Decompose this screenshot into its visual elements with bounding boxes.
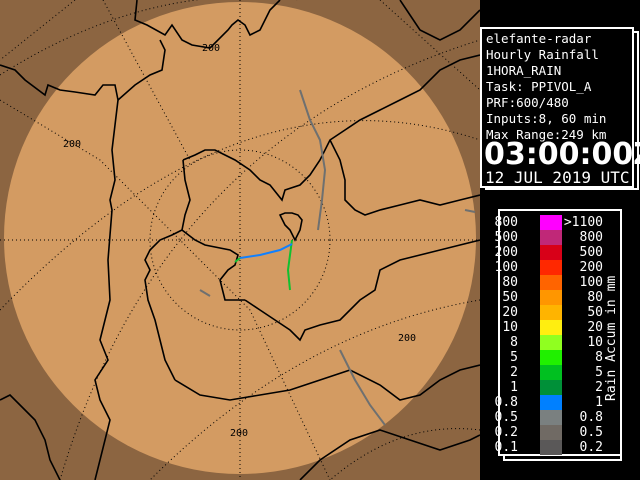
legend-high-value: 500	[579, 245, 603, 260]
legend-row: 500 800	[495, 230, 604, 245]
inputs-value: Inputs:8, 60 min	[486, 111, 607, 126]
legend-high-value: 800	[579, 230, 603, 245]
legend-row: 8 10	[500, 335, 604, 350]
product-name: Hourly Rainfall	[486, 47, 599, 62]
legend-row: 50 80	[500, 290, 604, 305]
legend-high-value: 5	[595, 365, 603, 380]
echo-streak	[199, 289, 211, 297]
echo-streak	[299, 89, 327, 231]
legend-high-value: 2	[595, 380, 603, 395]
legend-low-value: 8	[510, 335, 518, 350]
radar-map[interactable]: 200 200 200 200	[0, 0, 480, 480]
range-label: 200	[202, 43, 220, 54]
legend-high-value: 0.8	[579, 410, 603, 425]
echo-streak	[239, 243, 293, 259]
legend-high-value: 0.2	[579, 440, 603, 455]
range-ring	[149, 149, 331, 331]
legend-row: 0.5 0.8	[495, 410, 604, 425]
legend-high-value: 8	[595, 350, 603, 365]
legend-low-value: 80	[502, 275, 518, 290]
legend-high-value: 0.5	[579, 425, 603, 440]
echo-streak	[339, 349, 386, 426]
legend-low-value: 5	[510, 350, 518, 365]
echo-streak	[464, 209, 476, 213]
legend-low-value: 2	[510, 365, 518, 380]
legend-high-value: 1	[595, 395, 603, 410]
legend-swatch	[540, 410, 562, 425]
task-name: Task: PPIVOL_A	[486, 79, 592, 94]
legend-high-value: 80	[587, 290, 603, 305]
product-id: 1HORA_RAIN	[486, 63, 562, 78]
legend-low-value: 0.1	[494, 440, 518, 455]
legend-high-value: 20	[587, 320, 603, 335]
radar-coverage-circle	[4, 2, 476, 474]
legend-high-value: 100	[579, 275, 603, 290]
legend-swatch	[540, 335, 562, 350]
legend-row: 80 100	[500, 275, 604, 290]
legend-row: 0.2 0.5	[495, 425, 604, 440]
legend-low-value: 50	[502, 290, 518, 305]
legend-low-value: 100	[494, 260, 518, 275]
legend-row: 0.8 1	[495, 395, 604, 410]
legend-row: 100 200	[495, 260, 604, 275]
legend-low-value: 1	[510, 380, 518, 395]
legend-low-value: 20	[502, 305, 518, 320]
legend-low-value: 0.5	[494, 410, 518, 425]
legend-swatch	[540, 260, 562, 275]
legend-swatch	[540, 215, 562, 230]
observation-date: 12 JUL 2019 UTC	[485, 168, 630, 187]
prf-value: PRF:600/480	[486, 95, 569, 110]
legend-row: 20 50	[500, 305, 604, 320]
legend-unit-label: Rain Accum in mm	[604, 275, 619, 401]
grid-line	[379, 0, 480, 91]
grid-line	[0, 0, 300, 76]
legend-high-value: 10	[587, 335, 603, 350]
legend-swatch	[540, 440, 562, 455]
color-legend: 800 >1100 500 800 200 500 100 200 80 100 50 80 20 50 1…	[495, 209, 622, 456]
legend-swatch	[540, 425, 562, 440]
legend-low-value: 0.2	[494, 425, 518, 440]
legend-swatch	[540, 290, 562, 305]
max-range: Max Range:249 km	[486, 127, 607, 142]
graticule	[0, 0, 480, 480]
grid-line	[0, 0, 76, 61]
legend-swatch	[540, 230, 562, 245]
grid-line	[59, 39, 480, 480]
legend-swatch	[540, 320, 562, 335]
legend-low-value: 10	[502, 320, 518, 335]
legend-swatch	[540, 305, 562, 320]
legend-swatch	[540, 275, 562, 290]
echo-streak	[234, 257, 241, 263]
legend-row: 0.1 0.2	[495, 440, 604, 455]
observation-time: 03:00:00Z	[484, 137, 640, 172]
legend-swatch	[540, 350, 562, 365]
echo-streak	[286, 239, 293, 291]
country-borders	[0, 0, 480, 480]
grid-line	[149, 299, 480, 480]
legend-row: 10 20	[500, 320, 604, 335]
legend-high-value: 200	[579, 260, 603, 275]
legend-low-value: 0.8	[494, 395, 518, 410]
radar-name: elefante-radar	[486, 31, 592, 46]
rain-echoes	[199, 89, 476, 426]
legend-high-value: 50	[587, 305, 603, 320]
legend-row: 800 >1100	[495, 215, 604, 230]
legend-swatch	[540, 395, 562, 410]
legend-high-value: >1100	[563, 215, 603, 230]
legend-low-value: 500	[494, 230, 518, 245]
legend-low-value: 800	[494, 215, 518, 230]
legend-swatch	[540, 365, 562, 380]
range-label: 200	[230, 428, 248, 439]
legend-swatch	[540, 380, 562, 395]
range-labels: 200 200 200 200	[63, 43, 416, 439]
legend-row: 200 500	[495, 245, 604, 260]
range-label: 200	[398, 333, 416, 344]
range-label: 200	[63, 139, 81, 150]
legend-low-value: 200	[494, 245, 518, 260]
info-panel: elefante-radar Hourly Rainfall 1HORA_RAI…	[480, 27, 640, 188]
legend-swatch	[540, 245, 562, 260]
